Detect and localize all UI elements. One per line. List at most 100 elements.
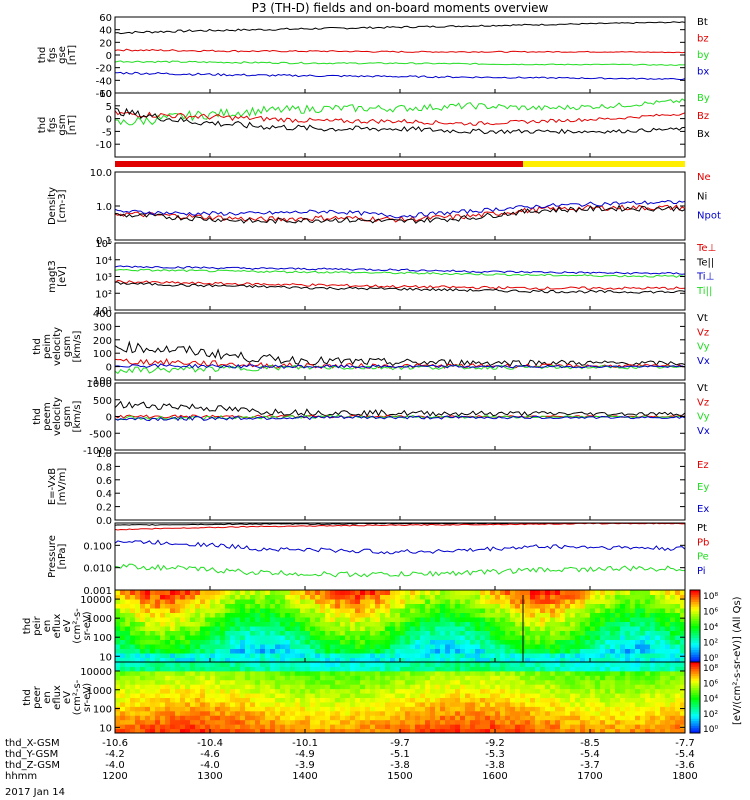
- heatmap-cell: [150, 608, 156, 613]
- heatmap-cell: [295, 648, 301, 654]
- heatmap-cell: [135, 599, 141, 604]
- heatmap-cell: [555, 653, 561, 658]
- y-axis-label: velocity: [52, 397, 63, 436]
- heatmap-cell: [410, 728, 416, 734]
- heatmap-cell: [575, 653, 581, 658]
- heatmap-cell: [165, 724, 171, 730]
- heatmap-cell: [310, 594, 316, 600]
- series-line-Ti⊥: [114, 265, 686, 275]
- heatmap-cell: [490, 724, 496, 730]
- heatmap-cell: [585, 679, 591, 685]
- heatmap-cell: [280, 626, 286, 631]
- heatmap-cell: [170, 724, 176, 730]
- heatmap-cell: [465, 617, 471, 622]
- heatmap-cell: [530, 617, 536, 622]
- heatmap-cell: [495, 670, 501, 676]
- heatmap-cell: [175, 621, 181, 627]
- heatmap-cell: [460, 608, 466, 613]
- heatmap-cell: [160, 594, 166, 600]
- heatmap-cell: [200, 635, 206, 640]
- heatmap-cell: [430, 653, 436, 658]
- heatmap-cell: [235, 608, 241, 613]
- heatmap-cell: [535, 590, 541, 595]
- heatmap-cell: [355, 675, 361, 681]
- heatmap-cell: [390, 724, 396, 730]
- heatmap-cell: [310, 719, 316, 725]
- heatmap-cell: [605, 724, 611, 730]
- heatmap-cell: [175, 599, 181, 604]
- heatmap-cell: [380, 630, 386, 636]
- heatmap-cell: [595, 679, 601, 685]
- heatmap-cell: [485, 701, 491, 707]
- heatmap-cell: [305, 706, 311, 712]
- heatmap-cell: [225, 639, 231, 645]
- heatmap-cell: [435, 630, 441, 636]
- heatmap-cell: [115, 710, 121, 716]
- heatmap-cell: [625, 719, 631, 725]
- heatmap-cell: [160, 675, 166, 681]
- heatmap-cell: [365, 657, 371, 663]
- heatmap-cell: [135, 715, 141, 721]
- heatmap-cell: [225, 644, 231, 649]
- heatmap-cell: [120, 719, 126, 725]
- heatmap-cell: [515, 594, 521, 600]
- heatmap-cell: [645, 648, 651, 654]
- heatmap-cell: [140, 675, 146, 681]
- heatmap-cell: [280, 603, 286, 609]
- heatmap-cell: [115, 608, 121, 613]
- colorbar-segment: [690, 623, 700, 627]
- heatmap-cell: [515, 599, 521, 604]
- heatmap-cell: [645, 653, 651, 658]
- heatmap-cell: [325, 599, 331, 604]
- heatmap-cell: [415, 684, 421, 690]
- heatmap-cell: [170, 630, 176, 636]
- heatmap-cell: [395, 666, 401, 672]
- heatmap-cell: [400, 657, 406, 663]
- heatmap-cell: [310, 675, 316, 681]
- heatmap-cell: [555, 679, 561, 685]
- heatmap-cell: [530, 719, 536, 725]
- heatmap-cell: [160, 657, 166, 663]
- heatmap-cell: [290, 697, 296, 703]
- heatmap-cell: [190, 679, 196, 685]
- heatmap-cell: [470, 697, 476, 703]
- heatmap-cell: [190, 724, 196, 730]
- colorbar-segment: [690, 638, 700, 641]
- heatmap-cell: [115, 697, 121, 703]
- legend-By: By: [697, 93, 710, 104]
- heatmap-cell: [425, 612, 431, 618]
- heatmap-cell: [210, 590, 216, 595]
- heatmap-cell: [175, 653, 181, 658]
- heatmap-cell: [550, 697, 556, 703]
- heatmap-cell: [545, 648, 551, 654]
- heatmap-cell: [195, 688, 201, 694]
- heatmap-cell: [415, 635, 421, 640]
- heatmap-cell: [575, 701, 581, 707]
- heatmap-cell: [510, 653, 516, 658]
- heatmap-cell: [275, 706, 281, 712]
- heatmap-cell: [635, 679, 641, 685]
- heatmap-cell: [600, 724, 606, 730]
- heatmap-cell: [140, 653, 146, 658]
- heatmap-cell: [540, 675, 546, 681]
- heatmap-cell: [275, 657, 281, 663]
- heatmap-cell: [190, 662, 196, 667]
- heatmap-cell: [345, 715, 351, 721]
- heatmap-cell: [185, 599, 191, 604]
- heatmap-cell: [235, 679, 241, 685]
- heatmap-cell: [480, 679, 486, 685]
- heatmap-cell: [280, 635, 286, 640]
- heatmap-cell: [315, 679, 321, 685]
- heatmap-cell: [465, 710, 471, 716]
- legend-Ne: Ne: [697, 172, 711, 183]
- heatmap-cell: [285, 657, 291, 663]
- heatmap-cell: [430, 684, 436, 690]
- heatmap-cell: [360, 612, 366, 618]
- heatmap-cell: [630, 603, 636, 609]
- heatmap-cell: [425, 603, 431, 609]
- heatmap-cell: [310, 608, 316, 613]
- heatmap-cell: [675, 728, 681, 734]
- heatmap-cell: [495, 693, 501, 698]
- heatmap-cell: [380, 594, 386, 600]
- heatmap-cell: [255, 630, 261, 636]
